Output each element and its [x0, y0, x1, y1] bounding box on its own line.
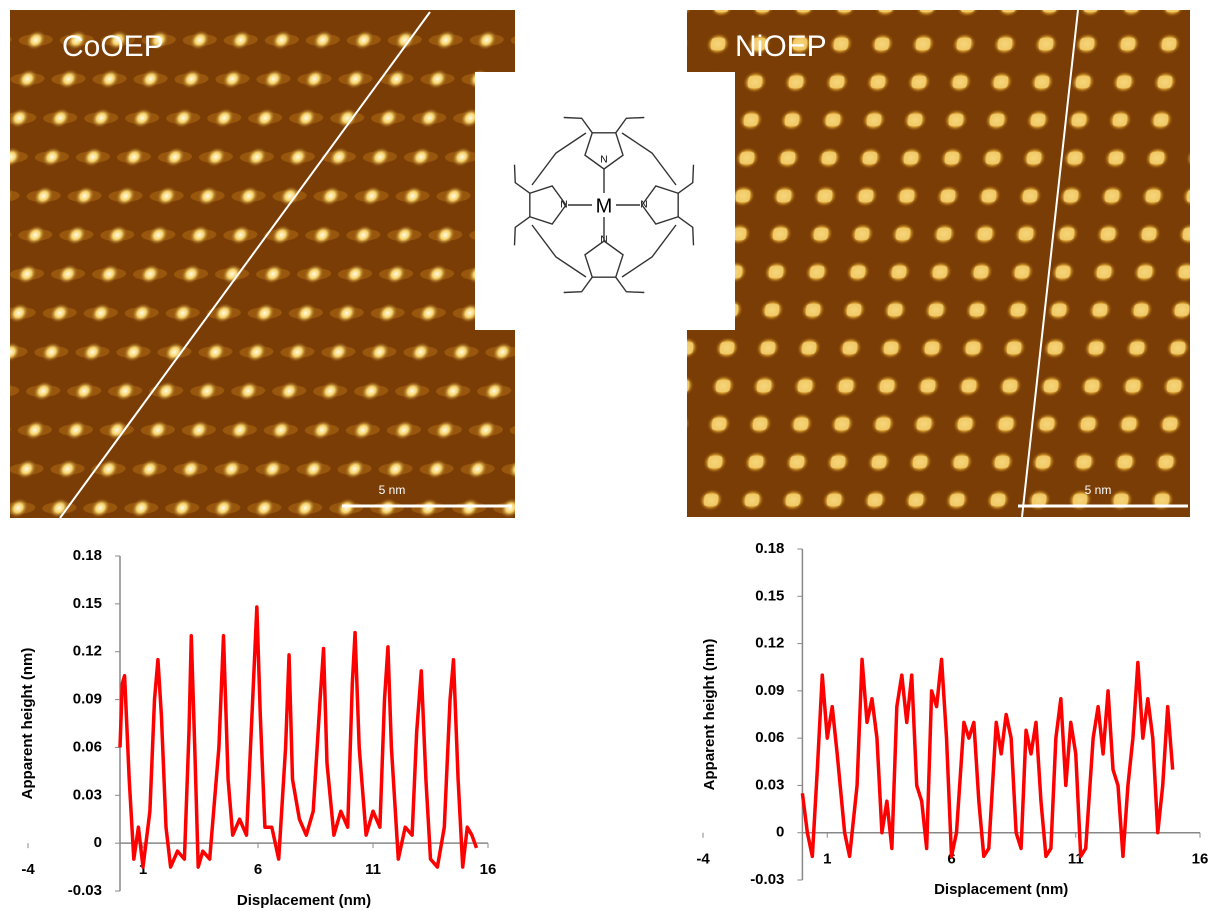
- y-tick-label: 0.06: [73, 738, 102, 755]
- x-tick-label: 1: [823, 851, 831, 868]
- meso-bridge: [531, 132, 587, 186]
- profile-line: [1021, 9, 1079, 518]
- meso-bridge: [621, 224, 677, 278]
- x-axis-title: Displacement (nm): [237, 892, 371, 909]
- y-tick-label: 0.15: [755, 587, 784, 604]
- nitrogen-label: N: [600, 155, 607, 166]
- ethyl-group: [615, 276, 645, 294]
- x-tick-label: 16: [480, 861, 497, 878]
- profile-line: [59, 11, 431, 519]
- y-tick-label: 0.09: [73, 691, 102, 708]
- y-axis-title: Apparent height (nm): [701, 639, 718, 791]
- y-tick-label: 0.06: [755, 729, 784, 746]
- ethyl-group: [563, 116, 593, 134]
- pyrrole-ring: [584, 132, 624, 170]
- stm-image-right: NiOEP 5 nm: [687, 9, 1190, 518]
- ethyl-group: [677, 216, 695, 246]
- nitrogen-label: N: [640, 200, 647, 211]
- y-axis-title: Apparent height (nm): [19, 648, 36, 800]
- profile-line: [800, 657, 1175, 859]
- y-tick-label: 0.03: [755, 776, 784, 793]
- ethyl-group: [513, 216, 531, 246]
- y-tick-label: 0.15: [73, 595, 102, 612]
- y-tick-label: 0: [94, 834, 102, 851]
- scale-bar-label: 5 nm: [379, 483, 406, 497]
- molecule-background: [475, 72, 735, 330]
- ethyl-group: [677, 164, 695, 194]
- panel-label: CoOEP: [62, 30, 164, 63]
- x-tick-label: 16: [1192, 851, 1209, 868]
- y-tick-label: 0.18: [755, 540, 784, 557]
- x-axis-title: Displacement (nm): [934, 881, 1068, 898]
- ethyl-group: [615, 116, 645, 134]
- pyrrole-ring: [641, 185, 679, 225]
- molecule-structure: M N N N N: [475, 72, 735, 330]
- stm-image: [10, 10, 515, 518]
- y-tick-label: 0.18: [73, 547, 102, 564]
- panel-label: NiOEP: [735, 30, 827, 63]
- pyrrole-ring: [529, 185, 567, 225]
- meso-bridge: [621, 132, 677, 186]
- stm-image: [687, 10, 1190, 517]
- x-tick-label: -4: [696, 851, 710, 868]
- ethyl-group: [563, 276, 593, 294]
- y-tick-label: 0: [776, 824, 784, 841]
- scale-bar-label: 5 nm: [1085, 483, 1112, 497]
- y-tick-label: -0.03: [750, 871, 784, 888]
- x-tick-label: 6: [254, 861, 262, 878]
- y-tick-label: -0.03: [68, 882, 102, 899]
- x-tick-label: 11: [365, 861, 381, 878]
- metal-label: M: [596, 195, 613, 217]
- y-tick-label: 0.03: [73, 786, 102, 803]
- x-tick-label: 1: [139, 861, 147, 878]
- y-tick-label: 0.12: [755, 635, 784, 652]
- profile-line: [118, 605, 479, 869]
- stm-image-left: CoOEP 5 nm: [10, 10, 515, 519]
- y-tick-label: 0.09: [755, 682, 784, 699]
- pyrrole-ring: [584, 240, 624, 278]
- nitrogen-label: N: [560, 200, 567, 211]
- x-tick-label: -4: [21, 861, 35, 878]
- meso-bridge: [531, 224, 587, 278]
- y-tick-label: 0.12: [73, 643, 102, 660]
- ethyl-group: [513, 164, 531, 194]
- x-tick-label: 6: [947, 851, 955, 868]
